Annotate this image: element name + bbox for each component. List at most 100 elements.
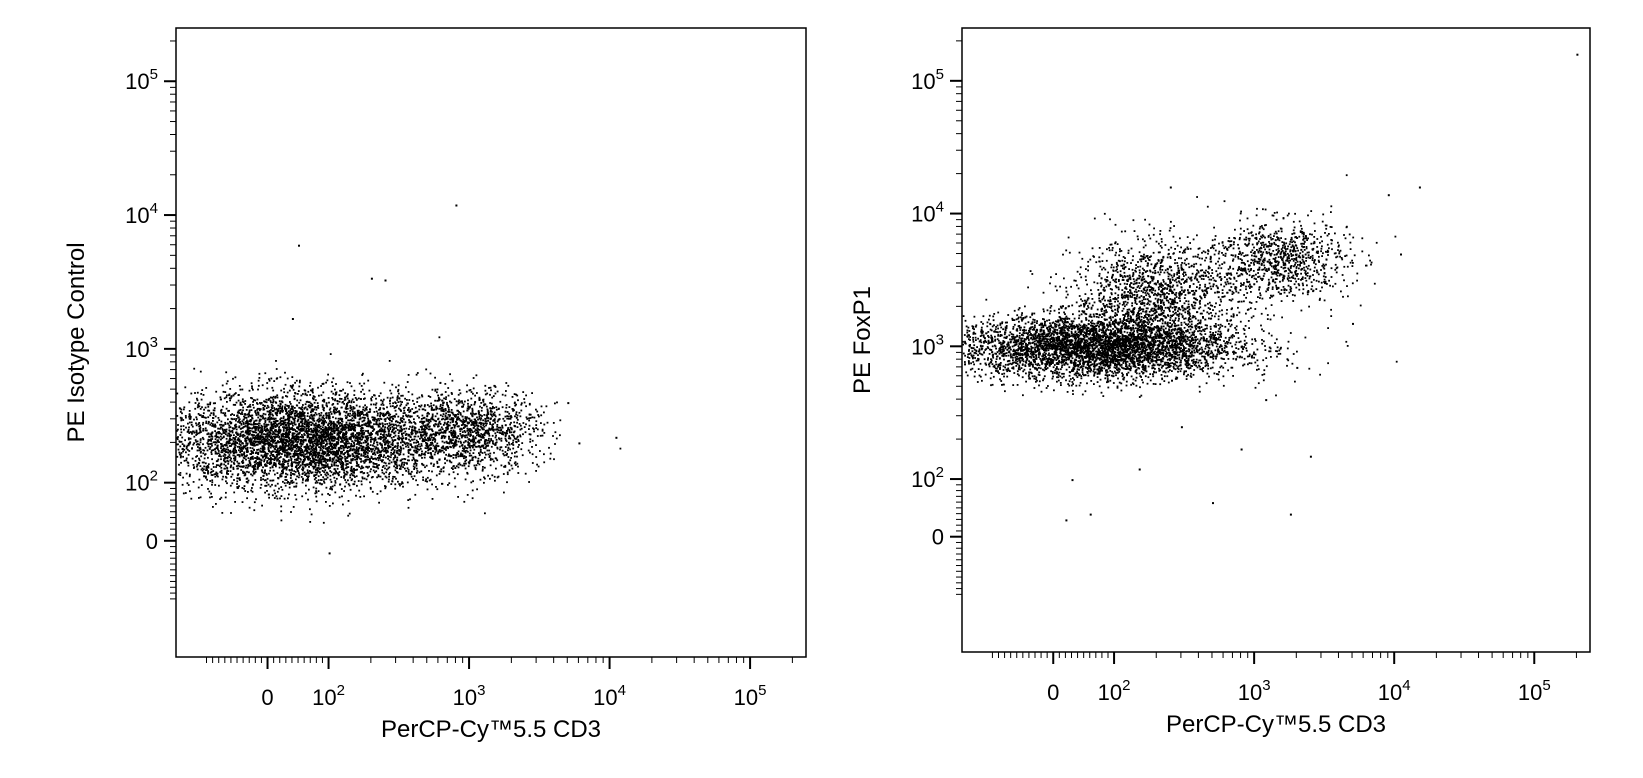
data-point bbox=[250, 453, 253, 455]
data-point bbox=[324, 464, 327, 467]
data-point bbox=[219, 427, 221, 430]
data-point bbox=[258, 457, 260, 460]
data-point bbox=[329, 466, 331, 468]
data-point bbox=[235, 450, 237, 452]
data-point bbox=[242, 459, 244, 462]
data-point bbox=[282, 415, 285, 418]
data-point bbox=[384, 475, 387, 478]
data-point bbox=[202, 421, 205, 424]
data-point bbox=[251, 414, 253, 417]
data-point bbox=[299, 428, 302, 430]
data-point bbox=[259, 436, 262, 438]
data-point bbox=[310, 402, 312, 405]
data-point bbox=[370, 397, 372, 400]
data-point bbox=[288, 419, 291, 422]
data-point bbox=[364, 447, 367, 450]
data-point bbox=[294, 417, 297, 419]
data-point bbox=[340, 445, 342, 447]
data-point bbox=[318, 412, 320, 415]
data-point bbox=[418, 416, 420, 419]
data-point bbox=[325, 465, 328, 467]
data-point bbox=[391, 448, 394, 450]
data-point bbox=[416, 472, 418, 474]
data-point bbox=[350, 400, 353, 403]
data-point bbox=[312, 445, 314, 447]
data-point bbox=[302, 412, 305, 415]
data-point bbox=[366, 439, 369, 442]
data-point bbox=[397, 432, 400, 435]
data-point bbox=[362, 429, 365, 432]
data-point bbox=[260, 469, 263, 472]
data-point bbox=[278, 450, 280, 452]
data-point bbox=[495, 441, 498, 444]
data-point bbox=[185, 457, 188, 460]
data-point bbox=[303, 426, 306, 428]
data-point bbox=[355, 399, 358, 401]
data-point bbox=[246, 424, 249, 426]
data-point bbox=[388, 441, 391, 443]
data-point bbox=[307, 421, 309, 424]
data-point bbox=[206, 449, 209, 452]
data-point bbox=[345, 407, 347, 409]
data-point bbox=[291, 461, 293, 463]
data-point bbox=[247, 430, 249, 433]
data-point bbox=[337, 422, 340, 425]
data-point bbox=[316, 426, 319, 428]
data-point bbox=[324, 432, 327, 435]
data-point bbox=[276, 490, 279, 493]
data-point bbox=[350, 408, 353, 411]
data-point bbox=[292, 384, 294, 387]
data-point bbox=[242, 442, 244, 445]
data-point bbox=[407, 449, 410, 452]
data-point bbox=[238, 425, 241, 428]
data-point bbox=[326, 433, 328, 435]
data-point bbox=[219, 423, 221, 426]
data-point bbox=[349, 382, 351, 384]
data-point bbox=[485, 453, 487, 456]
data-point bbox=[348, 461, 351, 464]
data-point bbox=[237, 411, 240, 414]
data-point bbox=[303, 423, 306, 425]
data-point bbox=[352, 433, 354, 436]
data-point bbox=[207, 471, 209, 474]
data-point bbox=[362, 408, 364, 411]
data-point bbox=[462, 455, 464, 458]
data-point bbox=[219, 426, 222, 429]
data-point bbox=[302, 467, 305, 470]
data-point bbox=[279, 430, 282, 433]
data-point bbox=[403, 462, 406, 464]
data-point bbox=[281, 488, 284, 491]
data-point bbox=[201, 389, 204, 391]
data-points bbox=[176, 204, 622, 555]
data-point bbox=[310, 421, 313, 424]
data-point bbox=[235, 418, 238, 420]
data-point bbox=[304, 403, 307, 406]
data-point bbox=[314, 482, 317, 484]
data-point bbox=[227, 410, 230, 412]
data-point bbox=[351, 432, 354, 435]
data-point bbox=[322, 455, 324, 458]
data-point bbox=[363, 477, 366, 480]
data-point bbox=[325, 417, 328, 419]
data-point bbox=[203, 449, 206, 452]
data-point bbox=[364, 404, 366, 407]
data-point bbox=[282, 434, 284, 437]
data-point bbox=[394, 466, 397, 469]
data-point bbox=[278, 453, 281, 456]
data-point bbox=[369, 433, 371, 435]
data-point bbox=[258, 465, 261, 467]
data-point bbox=[223, 467, 226, 470]
data-point bbox=[354, 456, 356, 459]
data-point bbox=[286, 422, 289, 424]
data-point bbox=[366, 475, 369, 478]
data-point bbox=[387, 433, 390, 436]
data-point bbox=[281, 435, 283, 438]
data-point bbox=[270, 451, 273, 454]
data-point bbox=[289, 416, 292, 418]
data-point bbox=[266, 461, 268, 464]
data-point bbox=[274, 426, 277, 428]
data-point bbox=[348, 424, 351, 427]
data-point bbox=[415, 439, 418, 442]
data-point bbox=[384, 487, 387, 490]
data-point bbox=[246, 442, 249, 445]
